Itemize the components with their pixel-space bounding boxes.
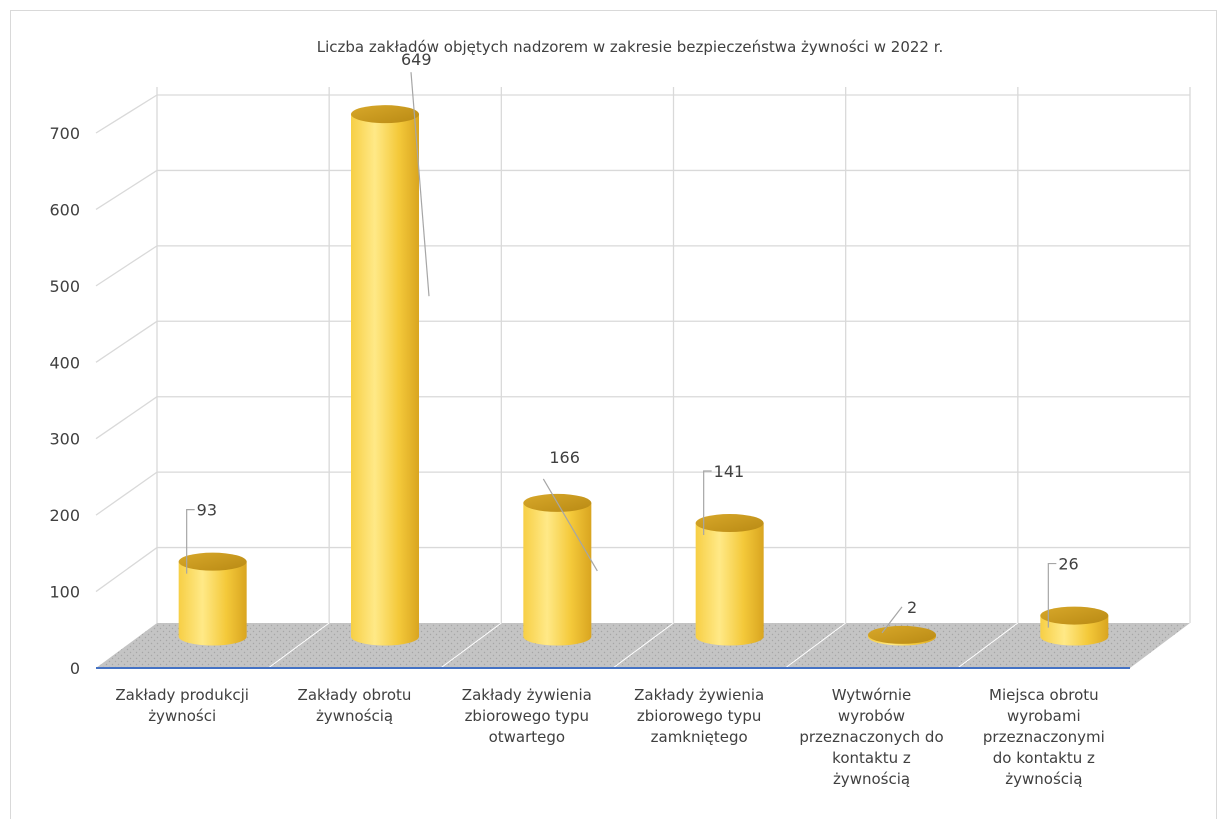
y-tick-label: 0: [70, 659, 80, 678]
gridline-side: [95, 396, 158, 440]
floor-divider: [612, 622, 674, 669]
bar: [523, 493, 592, 646]
floor-divider: [268, 622, 330, 669]
data-label: 26: [1058, 555, 1078, 574]
bar-top: [868, 625, 936, 644]
y-tick-label: 200: [49, 506, 80, 525]
y-axis: 0 100 200 300 400 500 600 700: [49, 124, 80, 678]
bar: [351, 105, 419, 646]
bars: [178, 105, 1109, 646]
data-label: 141: [714, 462, 745, 481]
gridline-side: [95, 547, 158, 593]
x-axis: Zakłady produkcji żywności Zakłady obrotu ż…: [115, 686, 1104, 788]
bar-top: [1040, 606, 1109, 625]
bar: [695, 514, 764, 646]
data-label-leader: [1047, 562, 1057, 628]
floor-divider: [957, 622, 1019, 669]
chart-floor: [96, 622, 1190, 669]
gridline-side: [95, 320, 158, 363]
gridline-side: [95, 94, 158, 134]
floor-divider: [440, 622, 502, 669]
bar-top: [178, 552, 247, 571]
bar: [1040, 606, 1109, 646]
chart-title: Liczba zakładów objętych nadzorem w zakr…: [317, 38, 944, 56]
x-category-label: Zakłady żywienia zbiorowego typu zamknięte…: [634, 686, 764, 746]
data-label: 93: [197, 501, 217, 520]
y-tick-label: 500: [49, 277, 80, 296]
gridlines: [95, 87, 1191, 623]
bar: [868, 625, 936, 646]
data-label: 166: [549, 448, 580, 467]
y-tick-label: 700: [49, 124, 80, 143]
bar-top: [695, 514, 764, 533]
gridline-side: [95, 245, 158, 287]
bar-body: [523, 502, 592, 646]
x-category-label: Miejsca obrotu wyrobami przeznaczonymi do k…: [983, 686, 1105, 788]
data-labels: 93 649 166 141 2 26: [186, 50, 1079, 634]
data-label-leader: [542, 478, 598, 572]
x-category-label: Wytwórnie wyrobów przeznaczonych do kontakt…: [799, 686, 943, 788]
bar-body: [178, 561, 247, 646]
data-label: 2: [907, 598, 917, 617]
bar-body: [351, 114, 419, 646]
data-label-leader: [881, 606, 903, 634]
gridline-side: [95, 169, 158, 210]
data-label-leader: [703, 470, 712, 536]
data-label: 649: [401, 50, 432, 69]
floor-divider: [785, 622, 846, 669]
x-category-label: Zakłady obrotu żywnością: [298, 686, 412, 725]
y-tick-label: 100: [49, 583, 80, 602]
data-label-leader: [410, 72, 430, 297]
bar-body: [695, 523, 764, 646]
x-category-label: Zakłady żywienia zbiorowego typu otwartego: [462, 686, 592, 746]
x-category-label: Zakłady produkcji żywności: [115, 686, 249, 725]
bar-top: [351, 105, 419, 124]
data-label-leader: [186, 509, 195, 574]
y-tick-label: 300: [49, 430, 80, 449]
y-tick-label: 600: [49, 200, 80, 219]
bar: [178, 552, 247, 646]
y-tick-label: 400: [49, 353, 80, 372]
gridline-side: [95, 471, 158, 516]
chart-frame: [10, 10, 1217, 819]
